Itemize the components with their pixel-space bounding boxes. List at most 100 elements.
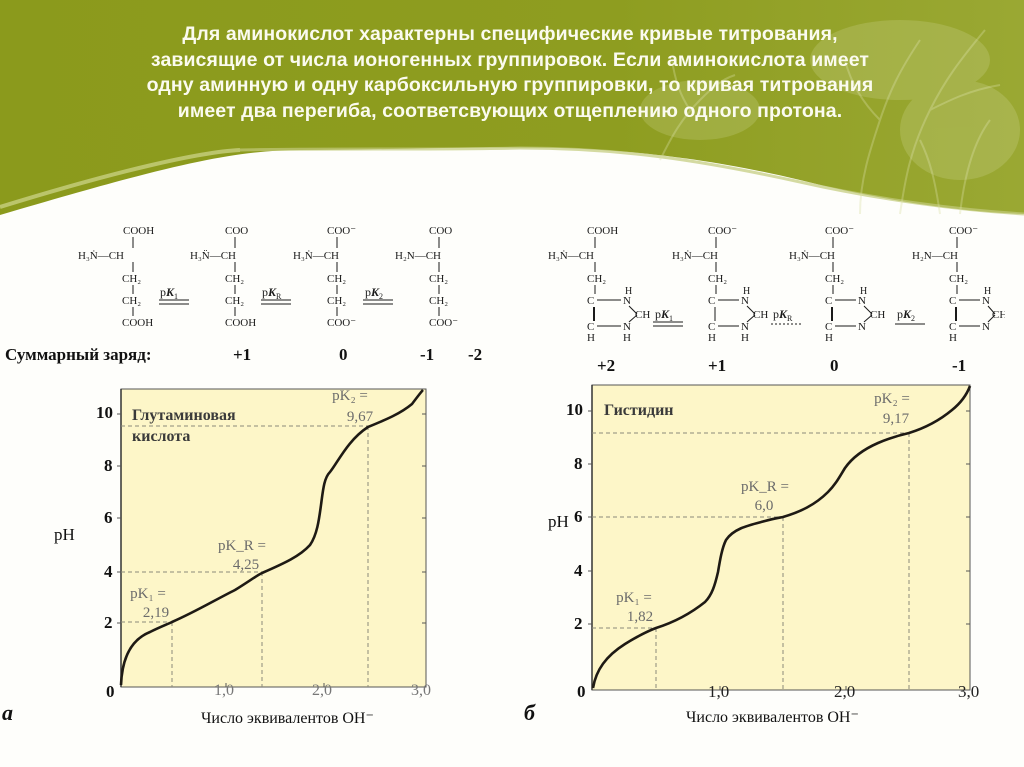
svg-text:C: C bbox=[949, 295, 956, 307]
his-xtick-0: 0 bbox=[577, 682, 586, 701]
slide-title: Для аминокислот характерны специфические… bbox=[60, 22, 960, 124]
svg-text:N: N bbox=[623, 295, 631, 307]
tree-silhouette-icon bbox=[659, 29, 1001, 215]
glu-pkr-label: pK_R = bbox=[217, 538, 267, 554]
svg-text:H: H bbox=[743, 286, 750, 297]
his-pk2-label: pK₂ = bbox=[874, 391, 910, 407]
banner-background bbox=[0, 0, 1024, 216]
svg-text:pK1: pK1 bbox=[655, 307, 673, 323]
his-ytick-4: 4 bbox=[574, 561, 583, 580]
svg-text:CH₂: CH₂ bbox=[825, 273, 844, 285]
his-ytick-8: 8 bbox=[574, 454, 583, 473]
svg-text:C: C bbox=[708, 321, 715, 333]
svg-text:COO: COO bbox=[429, 225, 452, 237]
svg-text:COO⁻: COO⁻ bbox=[429, 317, 458, 329]
glu-charge-4: -2 bbox=[468, 345, 483, 364]
svg-text:N: N bbox=[858, 321, 866, 333]
svg-text:H₃N̈—CH: H₃N̈—CH bbox=[190, 250, 236, 262]
glu-xtick-1: 1,0 bbox=[214, 682, 234, 699]
glu-pk1-label: pK₁ = bbox=[130, 586, 166, 602]
glu-ytick-8: 8 bbox=[104, 456, 113, 475]
svg-text:H: H bbox=[625, 286, 632, 297]
svg-text:CH₂: CH₂ bbox=[327, 273, 346, 285]
svg-text:pKR: pKR bbox=[773, 307, 793, 323]
svg-text:COO⁻: COO⁻ bbox=[949, 225, 978, 237]
svg-text:N: N bbox=[858, 295, 866, 307]
glutamate-structures: COOH H₃Ṅ—CH CH₂ CH₂ COOH COO H₃N̈—CH CH₂… bbox=[78, 225, 458, 329]
svg-text:pK2: pK2 bbox=[365, 285, 383, 301]
histidine-pk-guides bbox=[592, 432, 910, 690]
glutamate-chart-title-1: Глутаминовая bbox=[132, 407, 236, 424]
svg-text:H: H bbox=[741, 332, 749, 342]
svg-text:H₂N—CH: H₂N—CH bbox=[912, 250, 958, 262]
svg-text:H₂N—CH: H₂N—CH bbox=[395, 250, 441, 262]
svg-text:H: H bbox=[984, 286, 991, 297]
svg-text:H: H bbox=[708, 332, 716, 342]
svg-text:H₃Ṅ—CH: H₃Ṅ—CH bbox=[293, 250, 339, 262]
glu-ytick-10: 10 bbox=[96, 403, 113, 422]
his-xtick-3: 3,0 bbox=[958, 682, 980, 701]
svg-text:COO⁻: COO⁻ bbox=[708, 225, 737, 237]
svg-text:N: N bbox=[982, 321, 990, 333]
glu-pkr-value: 4,25 bbox=[232, 557, 260, 573]
glu-charge-2: 0 bbox=[339, 345, 348, 364]
svg-text:H₃Ṅ—CH: H₃Ṅ—CH bbox=[672, 250, 718, 262]
svg-text:H: H bbox=[623, 332, 631, 342]
svg-text:COOH: COOH bbox=[122, 317, 153, 329]
svg-text:N: N bbox=[741, 295, 749, 307]
histidine-chart-title: Гистидин bbox=[604, 402, 674, 419]
his-charge-4: -1 bbox=[952, 356, 967, 375]
svg-text:CH₂: CH₂ bbox=[122, 273, 141, 285]
svg-text:C: C bbox=[708, 295, 715, 307]
glu-pk2-value: 9,67 bbox=[346, 409, 374, 425]
svg-text:CH₂: CH₂ bbox=[708, 273, 727, 285]
svg-text:C: C bbox=[587, 295, 594, 307]
his-pk1-value: 1,82 bbox=[626, 609, 654, 625]
svg-text:CH: CH bbox=[992, 309, 1005, 321]
svg-text:CH₂: CH₂ bbox=[587, 273, 606, 285]
glu-pk2-label: pK₂ = bbox=[332, 388, 368, 404]
svg-text:H₃Ṅ—CH: H₃Ṅ—CH bbox=[789, 250, 835, 262]
svg-text:COO: COO bbox=[225, 225, 248, 237]
svg-text:H₃Ṅ—CH: H₃Ṅ—CH bbox=[548, 250, 594, 262]
his-pkr-value: 6,0 bbox=[754, 498, 774, 514]
title-line: одну аминную и одну карбоксильную группи… bbox=[146, 74, 874, 96]
svg-text:C: C bbox=[825, 321, 832, 333]
title-line: имеет два перегиба, соответсвующих отщеп… bbox=[177, 99, 843, 122]
his-charge-2: +1 bbox=[708, 356, 727, 375]
svg-text:C: C bbox=[949, 321, 956, 333]
svg-text:CH₂: CH₂ bbox=[429, 273, 448, 285]
his-charge-1: +2 bbox=[597, 356, 616, 375]
svg-text:CH₂: CH₂ bbox=[225, 295, 244, 307]
glu-charge-1: +1 bbox=[233, 345, 252, 364]
svg-text:COOH: COOH bbox=[123, 225, 154, 237]
glu-ytick-6: 6 bbox=[104, 508, 113, 527]
his-pk1-label: pK₁ = bbox=[616, 590, 652, 606]
svg-text:N: N bbox=[741, 321, 749, 333]
svg-text:C: C bbox=[825, 295, 832, 307]
his-xtick-1: 1,0 bbox=[708, 682, 730, 701]
svg-text:H: H bbox=[949, 332, 957, 342]
svg-text:C: C bbox=[587, 321, 594, 333]
title-line: Для аминокислот характерны специфические… bbox=[182, 23, 838, 45]
histidine-titration-curve bbox=[591, 385, 972, 689]
glu-y-axis-label: pH bbox=[54, 525, 75, 544]
svg-text:CH₂: CH₂ bbox=[429, 295, 448, 307]
svg-text:pKR: pKR bbox=[262, 285, 282, 301]
header-banner: Для аминокислот характерны специфические… bbox=[0, 0, 1024, 230]
svg-text:CH: CH bbox=[753, 309, 768, 321]
his-ytick-2: 2 bbox=[574, 614, 583, 633]
svg-text:COO⁻: COO⁻ bbox=[825, 225, 854, 237]
his-ytick-10: 10 bbox=[566, 400, 583, 419]
svg-text:pK1: pK1 bbox=[160, 285, 178, 301]
his-y-axis-label: pH bbox=[548, 512, 569, 531]
svg-text:COOH: COOH bbox=[225, 317, 256, 329]
glu-ytick-2: 2 bbox=[104, 613, 113, 632]
svg-text:CH₂: CH₂ bbox=[949, 273, 968, 285]
panel-letter-a: а bbox=[2, 700, 13, 725]
svg-text:H₃Ṅ—CH: H₃Ṅ—CH bbox=[78, 250, 124, 262]
svg-text:CH₂: CH₂ bbox=[327, 295, 346, 307]
svg-text:N: N bbox=[623, 321, 631, 333]
glutamate-chart-title-2: кислота bbox=[132, 428, 191, 445]
